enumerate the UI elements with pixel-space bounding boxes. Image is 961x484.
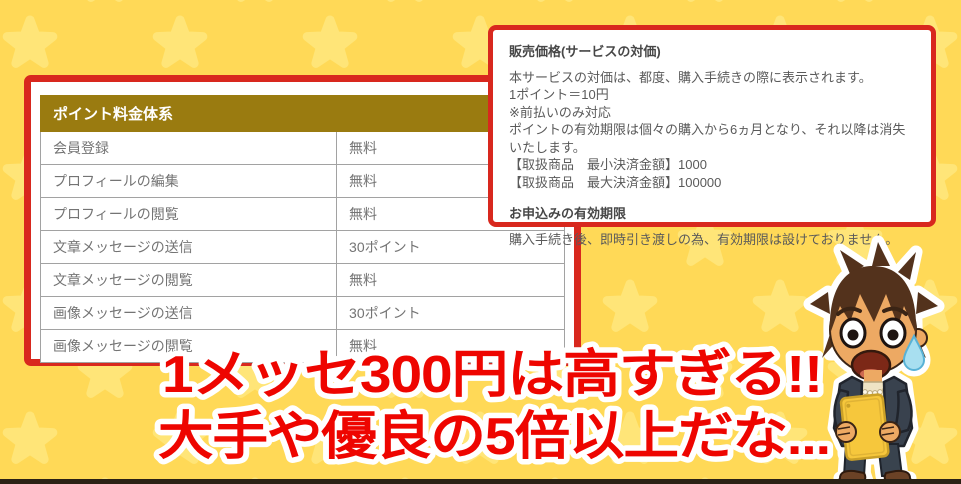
application-validity-title: お申込みの有効期限 — [509, 206, 627, 221]
sales-terms-title: 販売価格(サービスの対価) — [509, 44, 661, 59]
table-header-row: ポイント料金体系 — [40, 95, 565, 132]
row-label: 文章メッセージの送信 — [39, 230, 338, 264]
table-row: 文章メッセージの送信 30ポイント — [39, 230, 565, 264]
catchphrase-line1: 1メッセ300円は高すぎる!! — [162, 346, 822, 404]
worried-man-illustration — [803, 235, 945, 484]
row-label: プロフィールの編集 — [39, 164, 338, 198]
table-row: 文章メッセージの閲覧 無料 — [39, 263, 565, 297]
sales-terms-line: ポイントの有効期限は個々の購入から6ヵ月となり、それ以降は消失いたします。 — [509, 122, 906, 155]
sales-terms-box: 販売価格(サービスの対価) 本サービスの対価は、都度、購入手続きの際に表示されま… — [488, 25, 936, 247]
table-row: プロフィールの編集 無料 — [39, 164, 565, 198]
application-validity-line: 購入手続き後、即時引き渡しの為、有効期限は設けておりません。 — [509, 231, 899, 247]
row-value: 無料 — [336, 263, 565, 297]
sales-terms-line: 本サービスの対価は、都度、購入手続きの際に表示されます。 — [509, 69, 872, 85]
point-price-panel: ポイント料金体系 会員登録 無料 プロフィールの編集 無料 プロフィールの閲覧 … — [24, 75, 581, 366]
sales-terms-line: 【取扱商品 最大決済金額】100000 — [509, 174, 722, 190]
catchphrase-line2: 大手や優良の5倍以上だな... — [158, 408, 830, 466]
row-label: プロフィールの閲覧 — [39, 197, 338, 231]
row-label: 画像メッセージの送信 — [39, 296, 338, 330]
point-price-table: ポイント料金体系 会員登録 無料 プロフィールの編集 無料 プロフィールの閲覧 … — [39, 95, 565, 363]
character-hair — [810, 242, 938, 358]
sweat-drop — [902, 333, 926, 371]
sales-terms-line: 【取扱商品 最小決済金額】1000 — [509, 157, 707, 172]
row-value: 30ポイント — [336, 296, 565, 330]
catchphrase: 1メッセ300円は高すぎる!! 大手や優良の5倍以上だな... — [153, 341, 837, 472]
bottom-edge-strip — [0, 479, 961, 484]
table-row: 画像メッセージの送信 30ポイント — [39, 296, 565, 330]
sales-terms-line: ※前払いのみ対応 — [509, 104, 611, 120]
row-label: 文章メッセージの閲覧 — [39, 263, 338, 297]
character-eyes — [839, 317, 907, 349]
row-label: 会員登録 — [39, 131, 338, 165]
row-value: 無料 — [336, 329, 565, 363]
character-hands — [835, 421, 901, 443]
table-header: ポイント料金体系 — [40, 95, 565, 132]
table-row: 会員登録 無料 — [39, 131, 565, 165]
character-neck — [864, 370, 882, 384]
row-label: 画像メッセージの閲覧 — [39, 329, 338, 363]
character-bangs — [829, 266, 917, 334]
sales-terms-line: 1ポイント＝10円 — [509, 87, 609, 102]
table-row: プロフィールの閲覧 無料 — [39, 197, 565, 231]
table-row: 画像メッセージの閲覧 無料 — [39, 329, 565, 363]
character-eyebrows — [836, 306, 908, 316]
row-value: 30ポイント — [336, 230, 565, 264]
